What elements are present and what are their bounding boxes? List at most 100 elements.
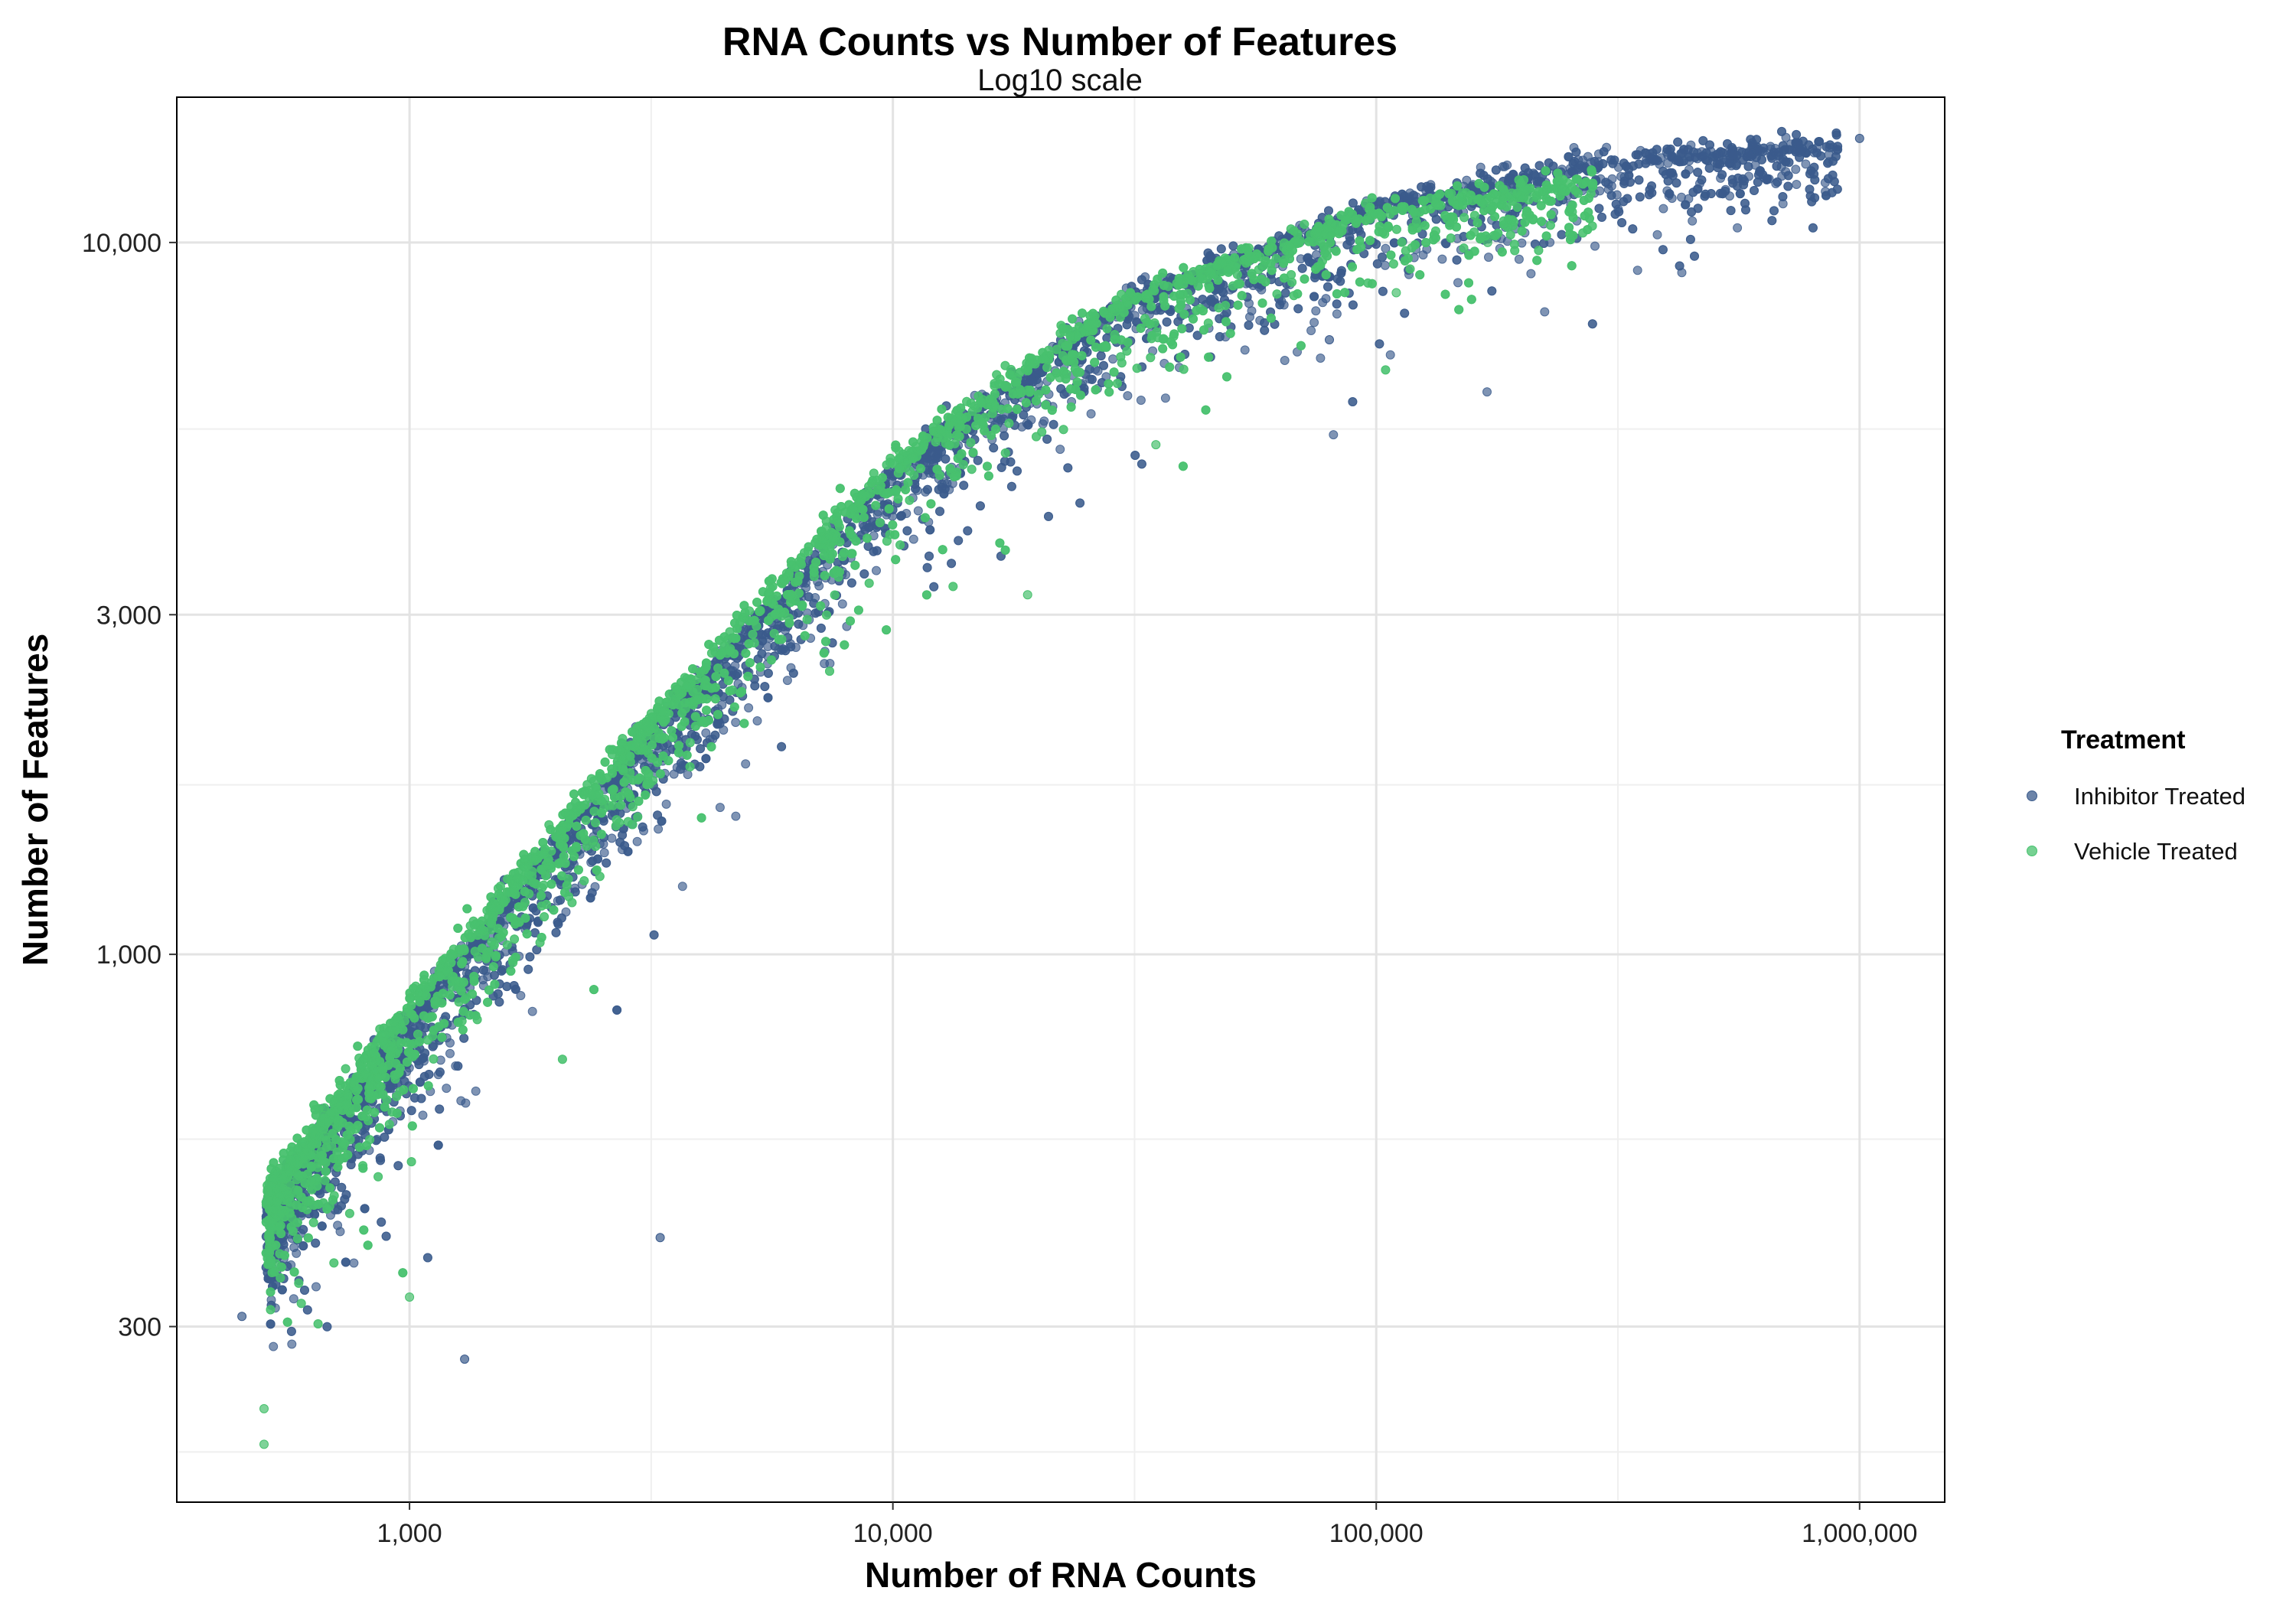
data-point (1773, 177, 1782, 187)
data-point (1635, 192, 1645, 202)
data-point (311, 1282, 321, 1292)
data-point (922, 484, 932, 494)
data-point (607, 833, 617, 843)
data-point (1160, 393, 1170, 403)
data-point (406, 1106, 416, 1116)
data-point (935, 507, 944, 517)
data-point (975, 501, 985, 511)
data-point (349, 1258, 359, 1268)
data-point (1063, 463, 1073, 473)
data-point (602, 858, 612, 868)
data-point (1323, 282, 1332, 292)
data-point (816, 623, 826, 633)
data-point (654, 824, 664, 834)
data-point (1757, 155, 1766, 165)
data-point (1075, 498, 1085, 508)
data-point (1693, 204, 1703, 214)
data-point (1634, 175, 1644, 185)
data-point (1332, 299, 1342, 309)
data-point (794, 619, 804, 629)
data-point (311, 1238, 321, 1248)
data-point (963, 526, 973, 536)
data-point (1808, 223, 1818, 233)
data-point (289, 1294, 298, 1304)
data-point (1767, 216, 1777, 226)
data-point (1688, 216, 1698, 226)
data-point (1750, 186, 1759, 195)
data-point (1452, 255, 1462, 265)
data-point (1632, 266, 1642, 275)
data-point (872, 566, 881, 575)
data-point (1108, 354, 1118, 364)
data-point (442, 1084, 452, 1094)
data-point (1044, 511, 1053, 521)
data-point (459, 1033, 469, 1043)
data-point (1792, 129, 1802, 139)
data-point (1348, 397, 1358, 406)
data-point (1462, 175, 1472, 185)
data-point (1778, 192, 1788, 201)
data-point (954, 536, 964, 546)
data-point (1306, 326, 1316, 335)
data-point (551, 927, 561, 937)
data-point (556, 895, 565, 905)
data-point (453, 1061, 463, 1071)
data-point (1777, 126, 1786, 136)
series-points (237, 126, 1864, 1364)
data-point (516, 991, 526, 1000)
data-point (752, 716, 762, 725)
data-point (820, 659, 830, 669)
data-point (1418, 250, 1428, 260)
data-point (1791, 165, 1801, 174)
data-point (1055, 445, 1065, 455)
data-point (757, 649, 767, 659)
data-point (1697, 175, 1707, 185)
data-point (744, 703, 754, 712)
data-point (1599, 147, 1609, 157)
data-point (1810, 193, 1820, 203)
data-point (1162, 317, 1172, 327)
data-point (1733, 223, 1743, 233)
data-point (422, 1253, 432, 1263)
data-point (1712, 150, 1721, 160)
data-point (322, 1322, 332, 1332)
data-point (1039, 416, 1049, 426)
data-point (1594, 204, 1604, 214)
data-point (788, 668, 798, 678)
data-point (913, 506, 923, 516)
data-point (1380, 260, 1390, 270)
data-point (287, 1339, 297, 1349)
data-point (973, 455, 983, 465)
data-point (1700, 191, 1710, 201)
data-point (1833, 142, 1843, 152)
data-point (860, 525, 870, 535)
data-point (1652, 145, 1662, 155)
data-point (269, 1341, 279, 1351)
data-point (859, 569, 869, 579)
data-point (1378, 286, 1388, 296)
data-point (1136, 396, 1146, 405)
chart-title: RNA Counts vs Number of Features (722, 20, 1397, 64)
data-point (1318, 298, 1328, 308)
data-point (1814, 137, 1824, 147)
data-point (1006, 481, 1016, 491)
data-point (959, 481, 969, 491)
data-point (1532, 176, 1542, 186)
data-point (1311, 306, 1321, 316)
data-point (872, 510, 882, 520)
data-point (292, 1248, 302, 1258)
data-point (750, 681, 760, 691)
data-point (710, 730, 720, 740)
data-point (1658, 245, 1668, 255)
data-point (1297, 263, 1307, 273)
data-point (1631, 150, 1641, 160)
data-point (1324, 206, 1333, 216)
data-point (1280, 356, 1290, 365)
data-point (1614, 207, 1624, 217)
data-point (1437, 254, 1447, 264)
data-point (1375, 339, 1384, 349)
data-point (1831, 152, 1841, 161)
data-point (1215, 332, 1225, 341)
data-point (1727, 174, 1737, 184)
